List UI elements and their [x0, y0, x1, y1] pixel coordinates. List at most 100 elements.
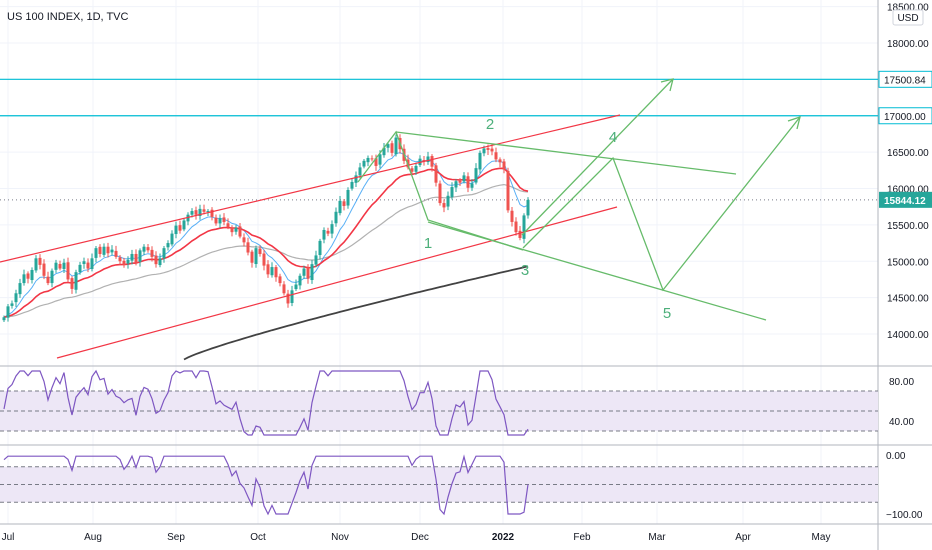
time-tick-label: Oct: [250, 532, 266, 543]
candle-body: [210, 209, 214, 217]
oscillator-bands: [0, 390, 878, 503]
candle-body: [90, 258, 94, 269]
candle-body: [302, 268, 306, 276]
price-tag-label: 15844.12: [884, 196, 926, 207]
candle-body: [30, 269, 34, 281]
candle-body: [130, 253, 134, 261]
candle-body: [214, 217, 218, 224]
candle-body: [22, 274, 26, 284]
chart-title: US 100 INDEX, 1D, TVC: [7, 11, 129, 23]
candle-body: [342, 201, 346, 206]
candle-body: [122, 260, 126, 265]
candle-body: [202, 209, 206, 212]
candle-body: [126, 259, 130, 264]
time-tick-label: Jul: [2, 532, 15, 543]
williams-line: [3, 454, 529, 516]
price-axis[interactable]: 14000.00 14500.00 15000.00 15500.00 16000.00…: [878, 3, 932, 521]
osc2-tick-label: −100.00: [886, 510, 923, 521]
candle-body: [422, 159, 426, 162]
candle-body: [10, 303, 14, 306]
candle-body: [74, 272, 78, 290]
osc1-tick-label: 40.00: [889, 417, 914, 428]
candle-body: [442, 203, 446, 208]
price-tag[interactable]: 17000.00: [878, 107, 932, 125]
ma-fast-line: [3, 167, 529, 319]
wedge-lower-line: [427, 221, 767, 321]
candle-body: [34, 258, 38, 271]
candle-body: [106, 246, 110, 254]
candle-body: [54, 262, 58, 270]
channel-upper-line: [0, 114, 621, 263]
price-tick-label: 15500.00: [887, 221, 929, 232]
candle-body: [314, 255, 318, 265]
candle-body: [154, 255, 158, 265]
price-tick-label: 18000.00: [887, 39, 929, 50]
candle-body: [386, 144, 390, 148]
ma-slow-line: [183, 265, 529, 361]
osc2-band: [0, 466, 878, 503]
currency-badge[interactable]: USD: [892, 9, 924, 26]
candle-body: [46, 276, 50, 284]
candle-body: [506, 170, 510, 211]
trend-channel[interactable]: [0, 114, 621, 359]
candle-body: [62, 262, 66, 269]
candle-body: [246, 242, 250, 253]
candle-body: [278, 276, 282, 284]
time-tick-label: 2022: [492, 532, 515, 543]
candle-body: [198, 208, 202, 216]
candle-body: [258, 248, 262, 254]
candle-body: [2, 317, 6, 321]
candle-body: [366, 157, 370, 163]
candle-body: [50, 270, 54, 284]
channel-lower-line: [56, 206, 618, 359]
osc1-tick-label: 80.00: [889, 377, 914, 388]
candle-body: [102, 246, 106, 255]
candle-body: [262, 253, 266, 266]
wave-label-4: 4: [609, 129, 617, 146]
candle-body: [6, 306, 10, 318]
candle-body: [114, 250, 118, 257]
candle-body: [330, 224, 334, 234]
candle-body: [478, 152, 482, 170]
price-tag-bg: [878, 70, 932, 88]
candle-body: [234, 227, 238, 232]
candle-body: [274, 267, 278, 278]
candle-body: [490, 148, 494, 152]
candle-body: [98, 246, 102, 254]
candle-body: [426, 156, 430, 163]
candle-body: [358, 167, 362, 176]
candle-body: [58, 264, 62, 269]
candle-body: [286, 293, 290, 304]
candle-body: [338, 200, 342, 214]
wave-label-3: 3: [521, 262, 529, 279]
candle-body: [438, 183, 442, 204]
price-tick-label: 18500.00: [887, 3, 929, 14]
candle-body: [414, 165, 418, 172]
candle-body: [94, 248, 98, 258]
candle-body: [374, 158, 378, 166]
candle-body: [142, 246, 146, 252]
candle-body: [158, 258, 162, 266]
candle-body: [82, 261, 86, 265]
price-tick-label: 14000.00: [887, 330, 929, 341]
candle-body: [110, 249, 114, 253]
price-tag[interactable]: 15844.12: [879, 191, 932, 208]
arrowhead: [660, 78, 674, 92]
candle-body: [134, 253, 138, 263]
candle-body: [218, 218, 222, 224]
time-axis[interactable]: Jul Aug Sep Oct Nov Dec 2022 Feb Mar Apr May: [2, 532, 831, 543]
candle-body: [298, 275, 302, 286]
candle-body: [486, 148, 490, 150]
candle-body: [254, 248, 258, 265]
wave-label-2: 2: [486, 116, 494, 133]
elliott-wave-drawing[interactable]: 1 2 3 4 5: [357, 78, 801, 322]
candle-body: [266, 264, 270, 275]
candle-body: [66, 262, 70, 280]
candle-body: [430, 156, 434, 167]
candle-body: [526, 199, 530, 216]
time-tick-label: Nov: [331, 532, 349, 543]
horizontal-levels[interactable]: [0, 78, 878, 201]
price-tag[interactable]: 17500.84: [878, 70, 932, 88]
